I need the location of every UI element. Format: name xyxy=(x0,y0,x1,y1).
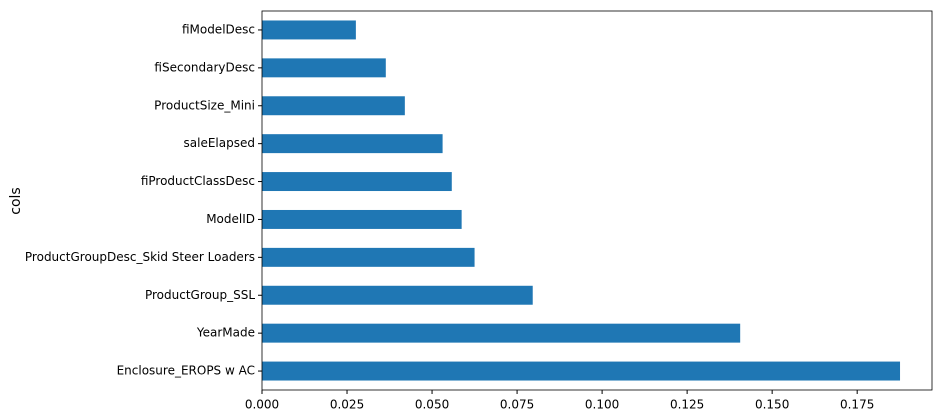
y-tick-label: fiSecondaryDesc xyxy=(154,60,255,74)
bar xyxy=(262,172,452,192)
x-tick-label: 0.050 xyxy=(415,398,449,412)
y-tick-label: fiProductClassDesc xyxy=(141,174,255,188)
y-tick-label: Enclosure_EROPS w AC xyxy=(117,364,255,378)
bar xyxy=(262,323,741,343)
x-tick-label: 0.000 xyxy=(245,398,279,412)
y-tick-label: fiModelDesc xyxy=(182,22,255,36)
y-tick-label: ProductSize_Mini xyxy=(154,98,255,112)
x-tick-label: 0.025 xyxy=(330,398,364,412)
bar xyxy=(262,247,475,267)
x-tick-label: 0.075 xyxy=(500,398,534,412)
y-tick-label: ModelID xyxy=(206,212,255,226)
x-tick-label: 0.125 xyxy=(670,398,704,412)
bar xyxy=(262,209,462,229)
x-tick-label: 0.175 xyxy=(840,398,874,412)
y-tick-label: saleElapsed xyxy=(184,136,255,150)
y-tick-label: YearMade xyxy=(196,326,255,340)
bar xyxy=(262,20,356,40)
x-tick-label: 0.100 xyxy=(585,398,619,412)
bar xyxy=(262,58,386,78)
y-tick-label: ProductGroupDesc_Skid Steer Loaders xyxy=(25,250,255,264)
y-tick-label: ProductGroup_SSL xyxy=(145,288,255,302)
bar xyxy=(262,96,405,116)
y-axis-label: cols xyxy=(8,187,24,214)
bar xyxy=(262,134,443,154)
bar xyxy=(262,285,533,305)
bar xyxy=(262,361,901,381)
x-tick-label: 0.150 xyxy=(755,398,789,412)
plot-frame xyxy=(261,10,933,391)
